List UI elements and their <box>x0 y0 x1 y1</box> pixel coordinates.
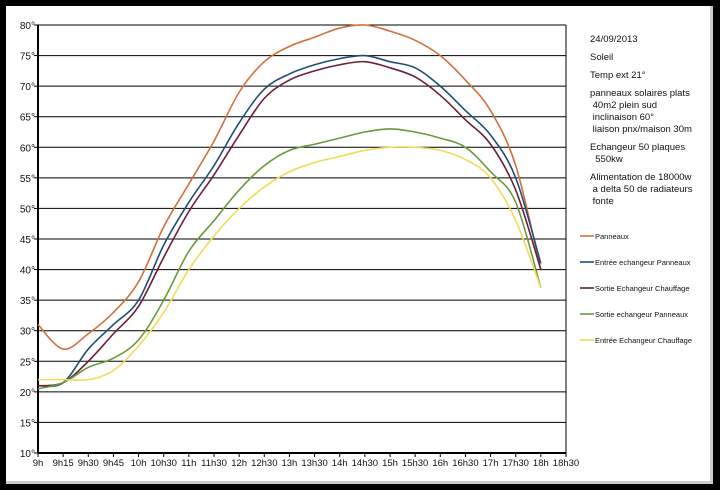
series-line-0 <box>37 24 542 350</box>
x-tick-label: 10h30 <box>151 458 177 469</box>
x-tick-label: 12h30 <box>251 458 277 469</box>
note-supply: Alimentation de 18000w a delta 50 de rad… <box>590 172 693 207</box>
x-tick-label: 14h <box>332 458 348 469</box>
legend-label: Panneaux <box>595 232 629 241</box>
x-tick-label: 14h30 <box>352 458 378 469</box>
y-tick-label: 10° <box>20 449 35 460</box>
series-line-1 <box>37 54 542 388</box>
y-tick-label: 70° <box>20 82 35 93</box>
series-line-2 <box>37 60 542 387</box>
x-tick-label: 10h <box>131 458 147 469</box>
legend-label: Sortie Echangeur Chauffage <box>595 284 690 293</box>
series-line-4 <box>38 146 542 382</box>
series-line-3 <box>37 128 542 390</box>
y-tick-label: 60° <box>20 143 35 154</box>
x-tick-label: 9h15 <box>53 458 74 469</box>
note-temp: Temp ext 21° <box>590 70 646 81</box>
y-tick-label: 20° <box>20 388 35 399</box>
x-tick-label: 11h <box>181 458 196 469</box>
y-tick-label: 50° <box>20 204 35 215</box>
x-tick-label: 15h30 <box>402 458 428 469</box>
x-tick-label: 18h30 <box>553 458 579 469</box>
note-exchanger: Echangeur 50 plaques 550kw <box>590 142 686 165</box>
y-tick-label: 15° <box>20 418 35 429</box>
x-tick-label: 15h <box>382 458 398 469</box>
y-tick-label: 45° <box>20 235 35 246</box>
y-tick-label: 25° <box>20 357 35 368</box>
x-tick-label: 13h <box>281 458 297 469</box>
x-tick-label: 9h45 <box>103 458 124 469</box>
line-chart: 10° 15° 20° 25° 30° 35° 40° 45° 50° 55° 60° 65° 70° 7… <box>20 21 692 469</box>
legend-label: Entrée echangeur Panneaux <box>595 258 691 267</box>
chart-frame: 10° 15° 20° 25° 30° 35° 40° 45° 50° 55° 60° 65° 70° 7… <box>6 6 713 484</box>
x-tick-label: 9h <box>33 458 44 469</box>
x-tick-label: 17h30 <box>503 458 529 469</box>
chart-notes: 24/09/2013 Soleil Temp ext 21° panneaux … <box>590 34 720 214</box>
x-tick-label: 18h <box>533 458 549 469</box>
x-tick-label: 12h <box>231 458 247 469</box>
note-weather: Soleil <box>590 52 614 63</box>
y-tick-label: 40° <box>20 266 35 277</box>
y-tick-label: 65° <box>20 113 35 124</box>
y-tick-label: 35° <box>20 296 35 307</box>
x-tick-label: 9h30 <box>78 458 99 469</box>
legend-label: Sortie echangeur Panneaux <box>595 310 688 319</box>
y-tick-label: 30° <box>20 327 35 338</box>
x-tick-label: 17h <box>483 458 499 469</box>
x-tick-label: 11h30 <box>201 458 227 469</box>
y-tick-label: 55° <box>20 174 35 185</box>
x-tick-label: 13h30 <box>301 458 327 469</box>
note-date: 24/09/2013 <box>590 34 638 45</box>
y-tick-label: 75° <box>20 52 35 63</box>
note-panels: panneaux solaires plats 40m2 plein sud i… <box>590 88 692 135</box>
x-tick-label: 16h30 <box>452 458 478 469</box>
x-tick-label: 16h <box>432 458 448 469</box>
y-tick-label: 80° <box>20 21 35 32</box>
legend-label: Entrée Echangeur Chauffage <box>595 336 692 345</box>
